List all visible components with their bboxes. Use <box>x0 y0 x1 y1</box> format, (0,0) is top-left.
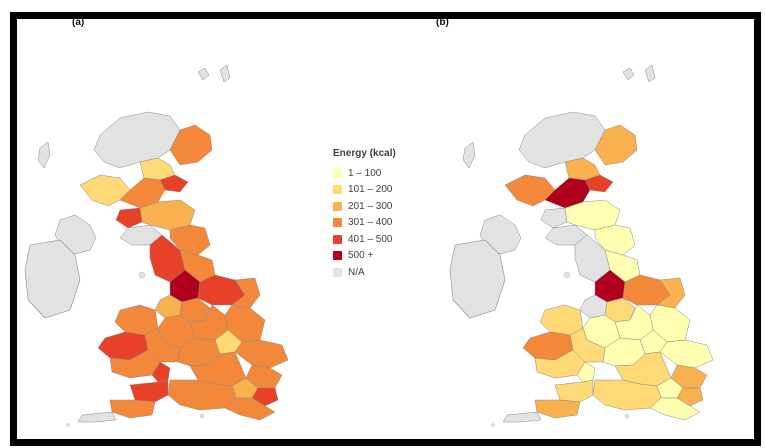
region-cardiff-b <box>576 361 596 383</box>
region-north-wales <box>114 304 159 336</box>
region-outer-hebrides-b <box>462 141 476 169</box>
region-highlands <box>93 111 181 169</box>
isle-man-b <box>563 271 571 279</box>
region-cornwall-b <box>502 411 542 423</box>
region-somerset <box>129 379 169 403</box>
legend-label-3: 201 – 300 <box>348 200 393 212</box>
legend: Energy (kcal) 1 – 100 101 – 200 201 – 30… <box>333 148 396 281</box>
legend-label-5: 401 – 500 <box>348 233 393 245</box>
region-shetland-b <box>644 64 656 83</box>
region-essex-b <box>676 387 704 407</box>
legend-item-3: 201 – 300 <box>333 198 396 215</box>
legend-item-7: N/A <box>333 264 396 281</box>
region-norfolk-b <box>659 339 714 369</box>
region-highlands-b <box>518 111 606 169</box>
legend-swatch-6 <box>333 251 342 261</box>
legend-item-4: 301 – 400 <box>333 215 396 232</box>
legend-swatch-4 <box>333 218 342 228</box>
region-northern-ireland <box>54 214 97 255</box>
legend-item-1: 1 – 100 <box>333 165 396 182</box>
na-regions-b <box>449 64 656 319</box>
region-norfolk <box>234 339 289 369</box>
region-somerset-b <box>554 379 594 403</box>
legend-swatch-5 <box>333 234 342 244</box>
panel-label-a: (a) <box>72 17 85 28</box>
region-devon <box>109 399 156 419</box>
region-orkney-b <box>622 67 635 81</box>
legend-title: Energy (kcal) <box>333 148 396 159</box>
land-ireland-b <box>449 239 506 319</box>
legend-swatch-7 <box>333 267 342 277</box>
region-essex <box>251 387 279 407</box>
isle-wight-b <box>624 413 630 419</box>
region-kent-b <box>649 397 701 421</box>
legend-label-1: 1 – 100 <box>348 167 382 179</box>
region-aberdeenshire <box>169 124 213 166</box>
na-regions-a <box>24 64 231 319</box>
region-kent <box>224 397 276 421</box>
map-panel-a <box>24 64 289 427</box>
region-orkney <box>197 67 210 81</box>
region-argyll <box>79 174 131 207</box>
region-hampshire <box>167 379 237 411</box>
legend-item-2: 101 – 200 <box>333 182 396 199</box>
region-cardiff <box>151 361 171 383</box>
region-glasgow-b <box>540 207 568 229</box>
isles-scilly-a <box>66 423 70 427</box>
legend-label-7: N/A <box>348 266 365 278</box>
region-argyll-b <box>504 174 556 207</box>
panel-label-b: (b) <box>436 17 449 28</box>
region-aberdeenshire-b <box>594 124 638 166</box>
region-northern-ireland-b <box>479 214 522 255</box>
region-cornwall <box>77 411 117 423</box>
region-hampshire-b <box>592 379 662 411</box>
legend-swatch-1 <box>333 168 342 178</box>
isles-scilly-b <box>491 423 495 427</box>
map-panel-b <box>449 64 714 427</box>
legend-label-6: 500 + <box>348 250 374 262</box>
legend-swatch-3 <box>333 201 342 211</box>
isle-man-a <box>138 271 146 279</box>
region-north-wales-b <box>539 304 584 336</box>
isle-wight-a <box>199 413 205 419</box>
legend-label-4: 301 – 400 <box>348 217 393 229</box>
region-shetland <box>219 64 231 83</box>
legend-label-2: 101 – 200 <box>348 184 393 196</box>
region-outer-hebrides <box>37 141 51 169</box>
legend-swatch-2 <box>333 185 342 195</box>
energy-regions-a <box>77 124 289 423</box>
region-devon-b <box>534 399 581 419</box>
legend-item-6: 500 + <box>333 248 396 265</box>
land-ireland <box>24 239 81 319</box>
energy-regions-b <box>502 124 714 423</box>
legend-item-5: 401 – 500 <box>333 231 396 248</box>
region-glasgow <box>115 207 143 229</box>
